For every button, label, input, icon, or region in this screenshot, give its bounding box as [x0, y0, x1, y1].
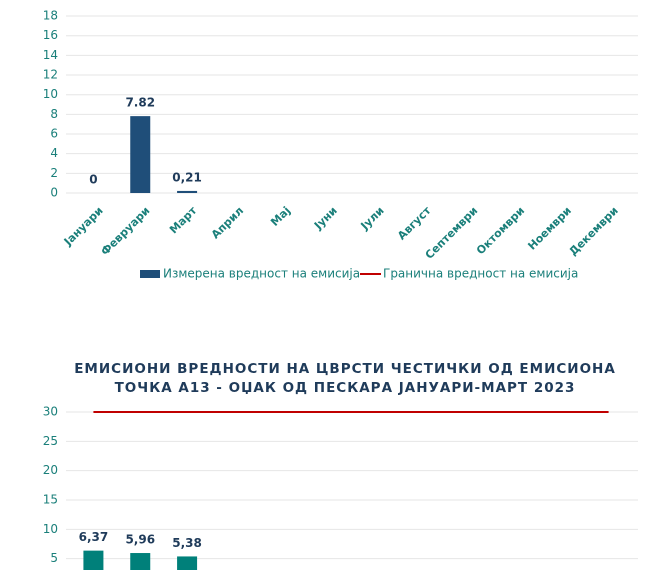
x-tick-label: Март — [167, 204, 200, 237]
bar — [83, 550, 104, 570]
bar — [177, 190, 198, 193]
x-tick-label: Декември — [567, 204, 621, 258]
x-tick-label: Мај — [268, 204, 293, 229]
value-label: 0 — [89, 173, 97, 187]
y-tick-label: 12 — [43, 68, 58, 82]
x-tick-label: Јули — [358, 204, 387, 233]
y-tick-label: 6 — [50, 127, 58, 141]
y-tick-label: 2 — [50, 166, 58, 180]
value-label: 7.82 — [125, 96, 155, 110]
value-label: 5,96 — [125, 533, 155, 547]
x-tick-label: Ноември — [525, 204, 574, 253]
x-tick-label: Август — [395, 204, 434, 243]
legend-label: Измерена вредност на емисија — [163, 267, 360, 281]
y-tick-label: 10 — [43, 87, 58, 101]
bar — [177, 556, 198, 570]
y-tick-label: 8 — [50, 107, 58, 121]
x-tick-label: Јануари — [61, 204, 106, 249]
bar — [130, 116, 151, 193]
chart-title: ТОЧКА А13 - ОЏАК ОД ПЕСКАРА ЈАНУАРИ-МАРТ… — [115, 380, 576, 396]
legend-swatch — [140, 270, 160, 278]
chart-title: ЕМИСИОНИ ВРЕДНОСТИ НА ЦВРСТИ ЧЕСТИЧКИ ОД… — [74, 361, 616, 377]
y-tick-label: 10 — [43, 522, 58, 536]
y-tick-label: 16 — [43, 28, 58, 42]
x-tick-label: Јуни — [311, 204, 340, 233]
y-tick-label: 25 — [43, 434, 58, 448]
y-tick-label: 5 — [50, 551, 58, 565]
value-label: 0,21 — [172, 170, 202, 184]
x-tick-label: Октомври — [474, 204, 527, 257]
y-tick-label: 18 — [43, 9, 58, 23]
y-tick-label: 4 — [50, 146, 58, 160]
x-tick-label: Април — [209, 204, 246, 241]
y-tick-label: 0 — [50, 186, 58, 200]
y-tick-label: 20 — [43, 463, 58, 477]
y-tick-label: 14 — [43, 48, 58, 62]
legend-label: Гранична вредност на емисија — [383, 267, 578, 281]
y-tick-label: 30 — [43, 405, 58, 419]
y-tick-label: 20 — [43, 0, 58, 3]
y-tick-label: 15 — [43, 493, 58, 507]
bar — [130, 553, 151, 570]
value-label: 6,37 — [79, 530, 109, 544]
x-tick-label: Февруари — [98, 204, 152, 258]
value-label: 5,38 — [172, 536, 202, 550]
